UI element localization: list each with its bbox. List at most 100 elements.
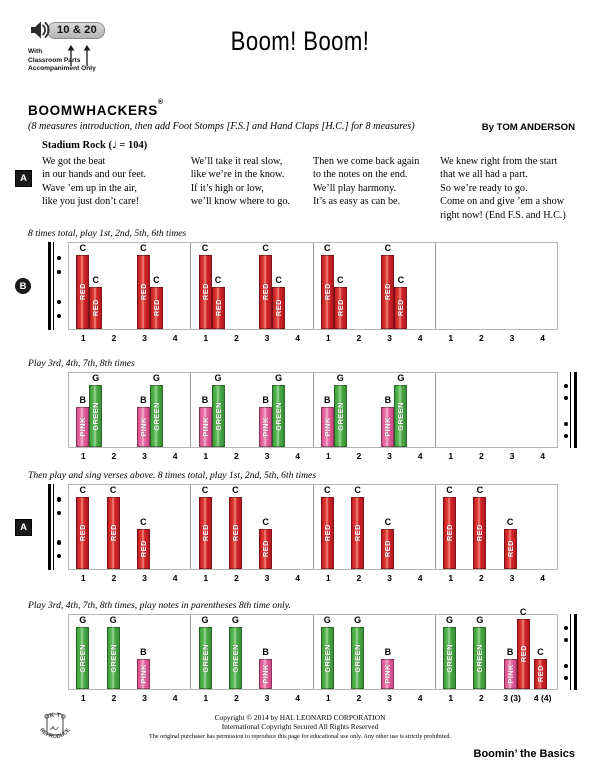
beat-number: 2 [111,693,117,703]
note-bar-fill [320,255,334,329]
note-bar: GREEN G [443,615,457,689]
note-bar: PINK B [381,395,395,447]
note-bar: RED C [516,607,530,689]
measure-beats: 1 2 3 4 [313,333,436,346]
note-pitch-label: G [231,615,239,625]
measure: RED C RED C RED C [191,485,314,569]
repeat-dot [57,269,62,275]
note-pitch-label: C [506,517,514,527]
brand-text: BOOMWHACKERS [28,103,158,118]
beat-number: 2 [111,451,117,461]
note-pitch-label: C [519,607,527,617]
note-pitch-label: C [109,485,117,495]
note-pitch-label: G [152,373,160,383]
note-bar: PINK B [198,395,212,447]
note-bar: RED C [333,275,347,329]
repeat-start-barline [48,242,62,330]
note-bar: RED C [76,485,90,569]
note-pitch-label: C [140,517,147,527]
beat-number: 4 [417,573,423,583]
note-bar-fill [228,627,242,689]
note-bar: RED C [76,243,90,329]
registered-mark: ® [157,98,164,106]
beat-number: 2 [356,693,362,703]
beat-number: 4 [540,333,546,343]
repeat-dot [564,395,569,401]
lyric-line: We’ll take it real slow, [190,156,283,167]
note-pitch-label: C [446,485,453,495]
measure: PINK B GREEN G PINK B GREEN G [69,373,192,447]
beat-number: 2 [479,451,484,461]
measure: GREEN G GREEN G PINK B [314,615,436,689]
measure: RED C RED C RED C RED C [314,243,436,329]
section-letter: A [20,522,27,533]
note-bar: RED C [381,517,395,569]
measure: PINK B GREEN G PINK B GREEN G [314,373,436,447]
note-pitch-label: C [92,275,100,285]
note-pitch-label: G [79,615,87,625]
beat-number: 3 [264,693,270,703]
note-bar: GREEN G [320,615,334,689]
measure: GREEN G GREEN G PINK B [69,615,192,689]
measure: RED C RED C RED C [314,485,436,569]
beat-number: 1 [448,573,454,583]
beat-number: 3 [387,451,392,461]
measure: RED C RED C RED C RED C [69,243,192,329]
note-pitch-label: G [323,615,331,625]
series-title: Boomin’ the Basics [473,748,575,760]
measure-beats: 1 2 3 4 [68,573,191,586]
beat-number: 2 [234,333,239,343]
beat-number: 3 [509,451,515,461]
svg-text:OK TO: OK TO [43,712,66,722]
staff: RED C RED C RED C RED C RED C RED C RED C RED C RED C RED C… [68,242,558,330]
note-bar-fill [394,287,408,329]
beat-number-row: 1 2 3 4 1 2 3 4 1 2 3 4 1 2 3 4 [68,451,558,464]
beat-number-row: 1 2 3 4 1 2 3 4 1 2 3 4 1 2 3 (3) 4 (4) [68,693,558,706]
tempo-marking: Stadium Rock (♩ = 104) [42,140,148,151]
beat-number: 3 (3) [503,693,521,703]
note-bar-fill [149,287,163,329]
audio-track-badge: 10 & 20 [28,17,105,43]
note-bar: PINK B [381,647,395,689]
beat-number: 4 [172,451,178,461]
note-bar-fill [516,619,530,689]
note-pitch-label: B [324,395,331,405]
repeat-dot [57,299,62,305]
section-letter: B [19,280,27,292]
note-bar: RED C [259,243,273,329]
beat-number: 3 [387,693,392,703]
note-bar-fill [272,287,286,329]
page-title: Boom! Boom! [230,26,370,56]
measure-beats: 1 2 3 4 [436,333,559,346]
lyric-line: in our hands and our feet. [42,169,147,181]
note-bar: RED C [533,647,547,689]
note-bar-fill [259,529,273,569]
beat-number: 2 [479,333,484,343]
beat-number: 1 [448,333,454,343]
note-bar-fill [473,497,487,569]
note-pitch-label: C [262,243,269,253]
note-pitch-label: B [262,647,269,657]
note-pitch-label: C [476,485,484,495]
note-pitch-label: C [201,243,209,253]
beat-number: 4 [540,573,546,583]
barline-thin [570,372,572,448]
lyric-line: We’ll play harmony. [312,182,397,194]
badge-caption-line-2: Classroom Parts [28,56,81,64]
audio-track-numbers: 10 & 20 [47,21,105,39]
beat-number: 4 [172,693,178,703]
note-pitch-label: C [214,275,222,285]
repeat-dot [57,554,62,559]
note-bar: GREEN G [106,615,120,689]
section-marker-a-lyrics: A [15,170,32,187]
note-bar-fill [351,497,365,569]
note-bar-fill [136,407,150,447]
lyric-line: Come on and give ’em a show [440,196,565,208]
lyric-line: We knew right from the start [440,156,558,167]
note-bar: RED C [211,275,225,329]
note-bar-fill [320,497,334,569]
boomwhackers-brand: BOOMWHACKERS® [28,99,164,119]
repeat-dot [57,497,62,502]
beat-number: 4 [417,333,423,343]
lyric-line: So we’re ready to go. [440,182,528,194]
